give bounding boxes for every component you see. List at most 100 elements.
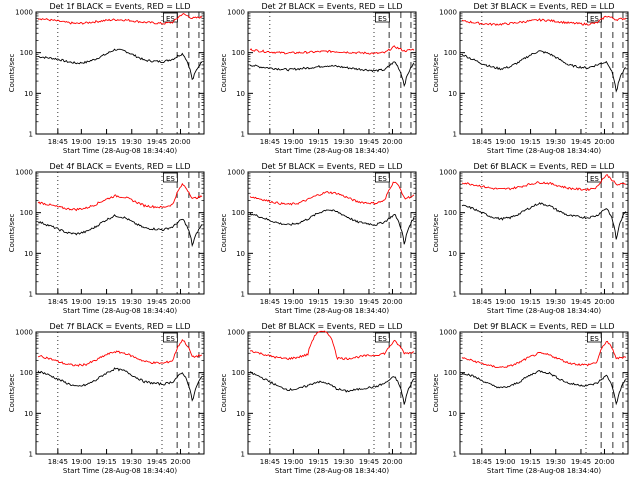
- es-marker-label: ES: [590, 335, 599, 343]
- y-tick-label: 100: [20, 369, 33, 377]
- x-tick-label: 20:00: [170, 138, 190, 146]
- y-tick-label: 1000: [439, 329, 457, 337]
- x-axis-label: Start Time (28-Aug-08 18:34:40): [275, 307, 389, 315]
- y-axis-label: Counts/sec: [432, 214, 440, 253]
- es-marker-label: ES: [378, 15, 387, 23]
- x-tick-label: 19:45: [359, 138, 379, 146]
- es-marker-box: [374, 332, 390, 343]
- y-tick-label: 100: [444, 209, 457, 217]
- x-tick-label: 19:30: [122, 138, 142, 146]
- x-tick-label: 19:15: [308, 138, 328, 146]
- x-axis-label: Start Time (28-Aug-08 18:34:40): [487, 147, 601, 155]
- y-tick-label: 10: [24, 410, 33, 418]
- plot-frame: [35, 331, 205, 455]
- y-tick-label: 1: [241, 291, 245, 299]
- x-axis-label: Start Time (28-Aug-08 18:34:40): [63, 307, 177, 315]
- x-tick-label: 19:45: [571, 138, 591, 146]
- y-tick-label: 10: [24, 250, 33, 258]
- x-tick-label: 19:30: [546, 138, 566, 146]
- x-tick-label: 20:00: [382, 458, 402, 466]
- y-tick-label: 1000: [227, 329, 245, 337]
- y-tick-label: 10: [448, 250, 457, 258]
- es-marker-box: [162, 172, 178, 183]
- y-tick-label: 1000: [439, 169, 457, 177]
- y-axis-label: Counts/sec: [8, 214, 16, 253]
- x-tick-label: 19:30: [334, 298, 354, 306]
- es-marker-label: ES: [378, 175, 387, 183]
- lld-series-line: [461, 174, 626, 192]
- plot-frame: [459, 331, 629, 455]
- es-marker-label: ES: [590, 175, 599, 183]
- es-marker-box: [587, 12, 602, 23]
- chart-panel-8: Det 8f BLACK = Events, RED = LLD 1 10 100 10…: [220, 322, 417, 475]
- plot-frame: [247, 11, 417, 135]
- plot-frame: [459, 171, 629, 295]
- x-tick-label: 18:45: [260, 458, 280, 466]
- x-tick-label: 19:15: [308, 298, 328, 306]
- x-tick-label: 20:00: [170, 458, 190, 466]
- x-tick-label: 19:15: [520, 298, 540, 306]
- x-tick-label: 20:00: [382, 138, 402, 146]
- y-tick-label: 1: [453, 451, 457, 459]
- chart-title: Det 1f BLACK = Events, RED = LLD: [49, 2, 190, 11]
- lld-series-line: [37, 338, 203, 367]
- y-tick-label: 100: [232, 369, 245, 377]
- y-tick-label: 1: [29, 451, 33, 459]
- y-tick-label: 100: [232, 209, 245, 217]
- x-axis-label: Start Time (28-Aug-08 18:34:40): [63, 147, 177, 155]
- es-marker-label: ES: [590, 15, 599, 23]
- y-tick-label: 10: [448, 410, 457, 418]
- y-axis-label: Counts/sec: [8, 54, 16, 93]
- chart-panel-6: Det 6f BLACK = Events, RED = LLD 1 10 100 10…: [432, 162, 629, 315]
- x-tick-label: 19:15: [520, 458, 540, 466]
- x-tick-label: 19:45: [147, 298, 167, 306]
- x-tick-label: 19:30: [334, 458, 354, 466]
- x-tick-label: 19:00: [495, 458, 515, 466]
- events-series-line: [249, 209, 415, 245]
- chart-panel-9: Det 9f BLACK = Events, RED = LLD 1 10 100 10…: [432, 322, 629, 475]
- chart-title: Det 6f BLACK = Events, RED = LLD: [473, 162, 614, 171]
- es-marker-label: ES: [378, 335, 387, 343]
- y-tick-label: 1: [29, 131, 33, 139]
- y-axis-label: Counts/sec: [220, 374, 228, 413]
- x-tick-label: 19:15: [96, 298, 116, 306]
- chart-panel-1: Det 1f BLACK = Events, RED = LLD 1 10 100 10…: [8, 2, 205, 155]
- y-tick-label: 1000: [227, 9, 245, 17]
- x-tick-label: 18:45: [472, 458, 492, 466]
- lld-series-line: [249, 330, 415, 361]
- x-axis-label: Start Time (28-Aug-08 18:34:40): [63, 467, 177, 475]
- y-tick-label: 10: [448, 90, 457, 98]
- es-marker-box: [587, 172, 602, 183]
- chart-title: Det 5f BLACK = Events, RED = LLD: [261, 162, 402, 171]
- es-marker-box: [162, 12, 178, 23]
- x-tick-label: 19:00: [71, 458, 91, 466]
- es-marker-box: [587, 332, 602, 343]
- events-series-line: [461, 50, 627, 93]
- lld-series-line: [461, 15, 627, 26]
- y-tick-label: 1000: [15, 9, 33, 17]
- x-axis-label: Start Time (28-Aug-08 18:34:40): [275, 467, 389, 475]
- es-marker-box: [374, 172, 390, 183]
- lld-series-line: [37, 182, 203, 212]
- x-tick-label: 19:15: [96, 138, 116, 146]
- chart-panel-2: Det 2f BLACK = Events, RED = LLD 1 10 100 10…: [220, 2, 417, 155]
- plot-frame: [459, 11, 629, 135]
- y-axis-label: Counts/sec: [432, 54, 440, 93]
- es-marker-box: [374, 12, 390, 23]
- y-tick-label: 1: [29, 291, 33, 299]
- y-tick-label: 1000: [15, 169, 33, 177]
- x-tick-label: 19:00: [495, 298, 515, 306]
- x-tick-label: 19:45: [571, 458, 591, 466]
- x-tick-label: 20:00: [594, 298, 614, 306]
- lld-series-line: [461, 340, 627, 368]
- y-tick-label: 10: [24, 90, 33, 98]
- events-series-line: [249, 371, 415, 405]
- x-tick-label: 19:15: [520, 138, 540, 146]
- x-tick-label: 18:45: [472, 138, 492, 146]
- lld-series-line: [37, 12, 203, 25]
- y-tick-label: 100: [444, 369, 457, 377]
- plot-frame: [247, 171, 417, 295]
- y-axis-label: Counts/sec: [220, 214, 228, 253]
- x-tick-label: 19:15: [308, 458, 328, 466]
- x-tick-label: 19:45: [147, 138, 167, 146]
